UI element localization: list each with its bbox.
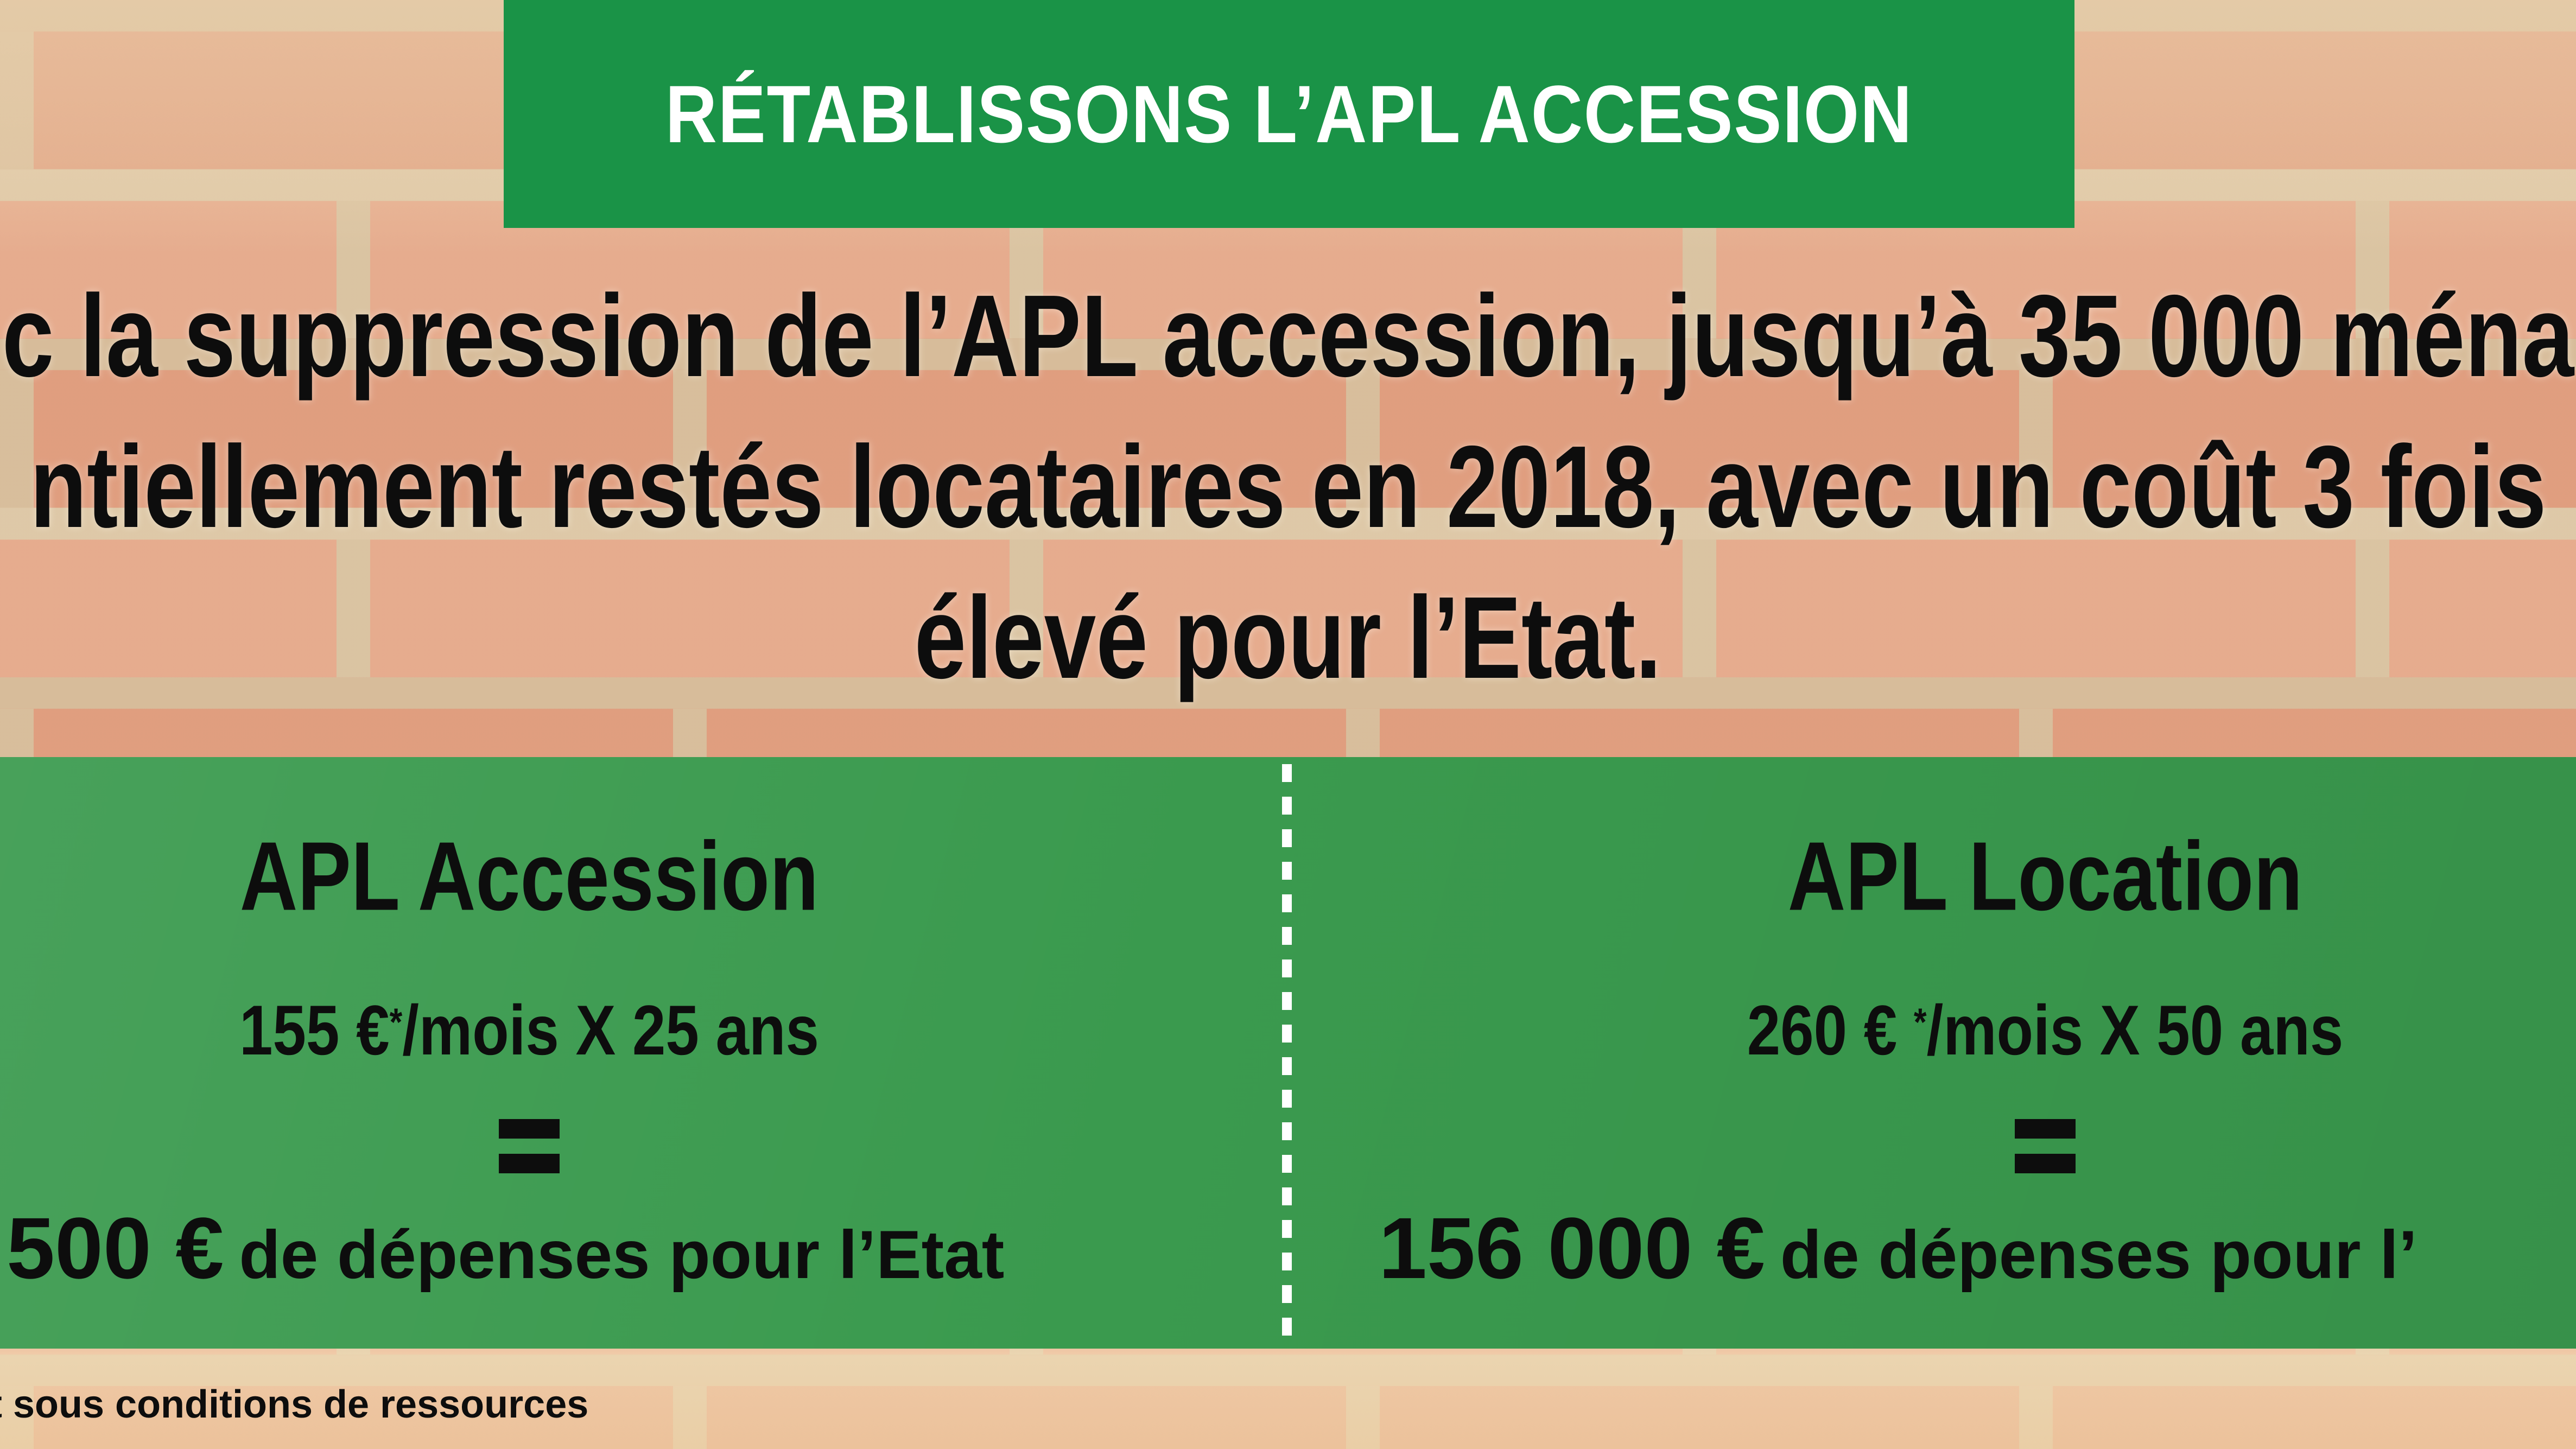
- left-column-title-text: APL Accession: [239, 822, 819, 931]
- left-formula-rest: /mois X 25 ans: [402, 990, 819, 1070]
- footnote: t sous conditions de ressources: [0, 1383, 589, 1426]
- intro-line-1: c la suppression de l’APL accession, jus…: [2, 270, 2574, 401]
- left-column-title: APL Accession: [176, 821, 883, 933]
- right-column-title: APL Location: [1731, 821, 2359, 933]
- right-formula: 260 € */mois X 50 ans: [1695, 989, 2396, 1071]
- left-total-label: de dépenses pour l’Etat: [239, 1217, 1005, 1293]
- intro-line-3: élevé pour l’Etat.: [914, 572, 1662, 703]
- equals-bar: [499, 1119, 560, 1139]
- equals-bar: [2015, 1119, 2076, 1139]
- right-formula-text: 260 € */mois X 50 ans: [1747, 989, 2344, 1071]
- equals-bar: [2015, 1154, 2076, 1173]
- left-total: 500 € de dépenses pour l’Etat: [7, 1198, 1004, 1298]
- left-formula: 155 €*/mois X 25 ans: [188, 989, 870, 1071]
- left-formula-text: 155 €*/mois X 25 ans: [239, 989, 819, 1071]
- equals-bar: [499, 1154, 560, 1173]
- intro-line-2: ntiellement restés locataires en 2018, a…: [29, 421, 2547, 552]
- right-column-title-text: APL Location: [1787, 822, 2303, 931]
- left-formula-amount: 155 €: [239, 990, 390, 1070]
- right-total-amount: 156 000 €: [1379, 1199, 1765, 1297]
- left-formula-asterisk: *: [389, 1000, 403, 1044]
- left-equals-icon: =: [499, 1119, 560, 1173]
- banner: RÉTABLISSONS L’APL ACCESSION: [504, 0, 2074, 228]
- right-total-label: de dépenses pour l’: [1780, 1217, 2418, 1293]
- banner-title: RÉTABLISSONS L’APL ACCESSION: [665, 68, 1913, 160]
- intro-text: c la suppression de l’APL accession, jus…: [0, 260, 2576, 713]
- right-formula-amount: 260 €: [1747, 990, 1914, 1070]
- right-equals-icon: =: [2015, 1119, 2076, 1173]
- right-total: 156 000 € de dépenses pour l’: [1379, 1198, 2418, 1298]
- right-formula-asterisk: *: [1913, 1000, 1927, 1044]
- column-divider: [1282, 764, 1292, 1349]
- right-formula-rest: /mois X 50 ans: [1926, 990, 2344, 1070]
- left-total-amount: 500 €: [7, 1199, 224, 1297]
